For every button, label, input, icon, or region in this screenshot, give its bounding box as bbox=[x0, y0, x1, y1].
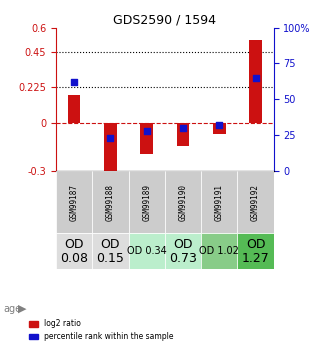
Bar bbox=[249, 40, 262, 123]
Bar bbox=[237, 171, 274, 233]
Bar bbox=[68, 95, 81, 123]
Bar bbox=[201, 171, 237, 233]
Point bbox=[217, 122, 222, 128]
Point bbox=[108, 135, 113, 141]
Bar bbox=[237, 233, 274, 269]
Text: OD
1.27: OD 1.27 bbox=[242, 238, 269, 265]
Text: GSM99192: GSM99192 bbox=[251, 184, 260, 221]
Bar bbox=[56, 233, 92, 269]
Bar bbox=[104, 123, 117, 184]
Text: GSM99187: GSM99187 bbox=[70, 184, 79, 221]
Bar bbox=[165, 171, 201, 233]
Legend: log2 ratio, percentile rank within the sample: log2 ratio, percentile rank within the s… bbox=[29, 319, 174, 341]
Bar bbox=[165, 233, 201, 269]
Point bbox=[253, 75, 258, 81]
Bar bbox=[177, 123, 189, 146]
Text: GSM99189: GSM99189 bbox=[142, 184, 151, 221]
Bar bbox=[92, 171, 128, 233]
Text: age: age bbox=[3, 304, 21, 314]
Text: OD 1.02: OD 1.02 bbox=[199, 246, 239, 256]
Text: OD 0.34: OD 0.34 bbox=[127, 246, 167, 256]
Title: GDS2590 / 1594: GDS2590 / 1594 bbox=[113, 13, 216, 27]
Bar bbox=[56, 171, 92, 233]
Text: OD
0.08: OD 0.08 bbox=[60, 238, 88, 265]
Text: OD
0.73: OD 0.73 bbox=[169, 238, 197, 265]
Bar bbox=[128, 171, 165, 233]
Text: GSM99190: GSM99190 bbox=[179, 184, 188, 221]
Bar bbox=[201, 233, 237, 269]
Point bbox=[144, 128, 149, 134]
Point bbox=[72, 79, 77, 85]
Text: GSM99191: GSM99191 bbox=[215, 184, 224, 221]
Bar bbox=[213, 123, 225, 134]
Bar bbox=[128, 233, 165, 269]
Bar bbox=[140, 123, 153, 154]
Text: GSM99188: GSM99188 bbox=[106, 184, 115, 221]
Text: ▶: ▶ bbox=[18, 304, 26, 314]
Bar bbox=[92, 233, 128, 269]
Point bbox=[180, 125, 185, 131]
Text: OD
0.15: OD 0.15 bbox=[96, 238, 124, 265]
